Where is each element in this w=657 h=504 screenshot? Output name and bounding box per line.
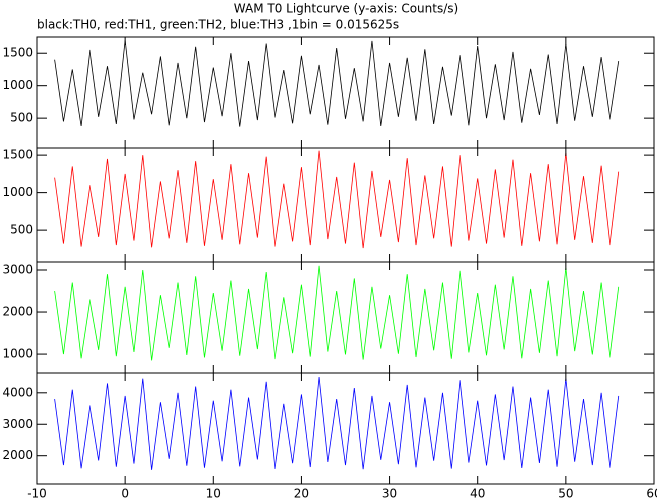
light-curve	[54, 265, 620, 361]
x-tick-label: -10	[27, 487, 47, 501]
y-tick-label: 3000	[2, 262, 33, 276]
x-tick-label: 10	[206, 487, 221, 501]
chart-subtitle: black:TH0, red:TH1, green:TH2, blue:TH3 …	[37, 18, 399, 32]
light-curve	[54, 40, 620, 127]
y-tick-label: 1000	[2, 347, 33, 361]
panel-frame	[36, 372, 655, 485]
y-tick-label: 4000	[2, 385, 33, 399]
y-tick-label: 500	[10, 111, 33, 125]
y-tick-label: 1000	[2, 78, 33, 92]
chart-title: WAM T0 Lightcurve (y-axis: Counts/s)	[234, 2, 458, 16]
light-curve	[54, 377, 620, 470]
x-tick-label: 20	[294, 487, 309, 501]
x-tick-label: 60	[646, 487, 657, 501]
x-tick-label: 0	[121, 487, 129, 501]
y-tick-label: 1500	[2, 148, 33, 162]
light-curve	[54, 150, 620, 249]
x-tick-label: 30	[382, 487, 397, 501]
y-tick-label: 500	[10, 223, 33, 237]
y-tick-label: 1500	[2, 46, 33, 60]
y-tick-label: 3000	[2, 417, 33, 431]
panel-frame	[36, 36, 655, 149]
y-tick-label: 1000	[2, 185, 33, 199]
x-tick-label: 40	[470, 487, 485, 501]
y-tick-label: 2000	[2, 305, 33, 319]
x-tick-label: 50	[558, 487, 573, 501]
y-tick-label: 2000	[2, 448, 33, 462]
